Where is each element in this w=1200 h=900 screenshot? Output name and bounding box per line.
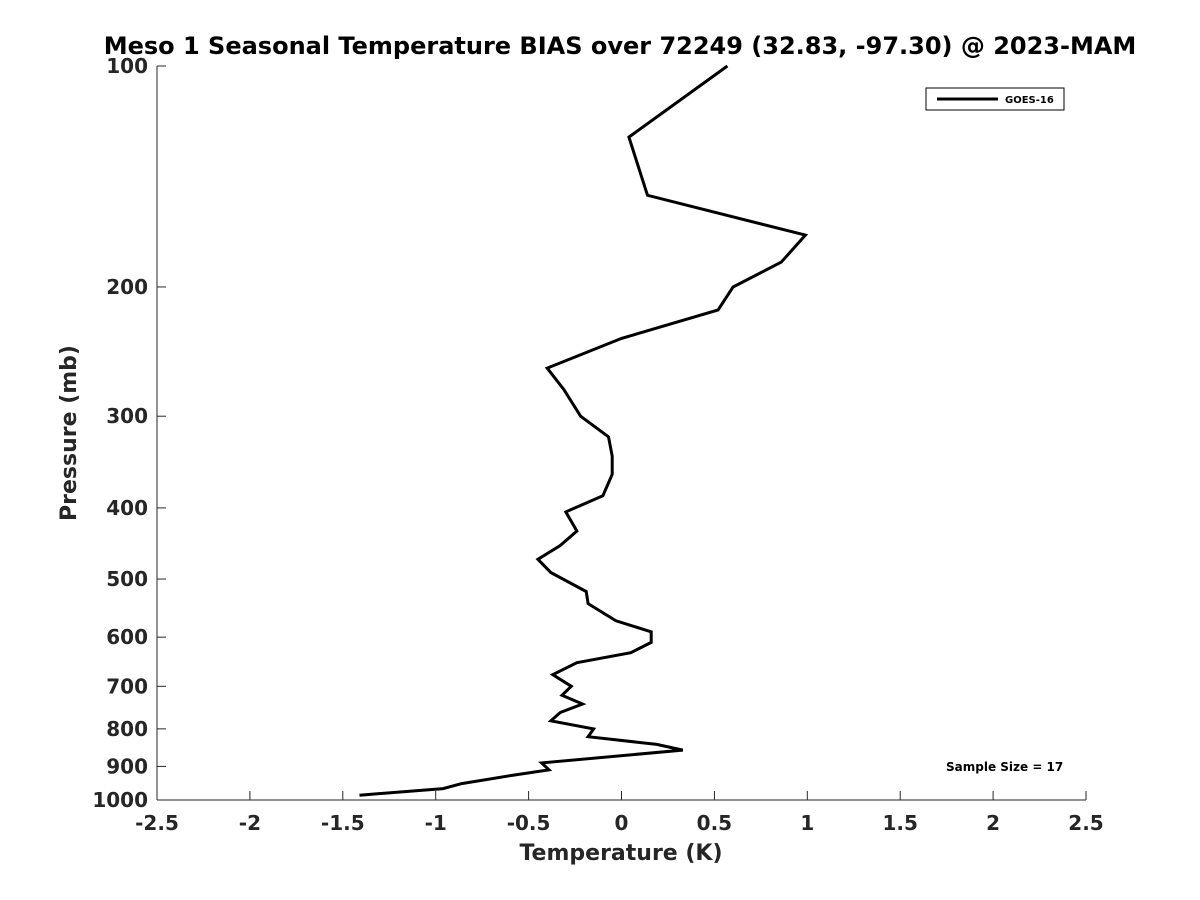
x-tick-label: -0.5 <box>507 811 551 835</box>
x-tick-label: 1.5 <box>882 811 917 835</box>
y-tick-label: 300 <box>106 404 148 428</box>
x-tick-label: -2.5 <box>135 811 179 835</box>
y-tick-label: 900 <box>106 754 148 778</box>
y-tick-label: 700 <box>106 674 148 698</box>
plot-axes <box>156 66 1086 801</box>
x-tick-label: 0.5 <box>697 811 732 835</box>
y-tick-label: 600 <box>106 625 148 649</box>
y-axis-label: Pressure (mb) <box>57 345 82 521</box>
x-tick-label: -2 <box>239 811 261 835</box>
y-tick-label: 200 <box>106 275 148 299</box>
legend: GOES-16 <box>925 87 1065 111</box>
x-tick-label: 2 <box>986 811 1000 835</box>
sample-size-annotation: Sample Size = 17 <box>946 760 1063 774</box>
x-tick-label: -1 <box>425 811 447 835</box>
x-tick-label: 2.5 <box>1068 811 1103 835</box>
y-tick-label: 800 <box>106 717 148 741</box>
y-ticks: 100 200 300 400 500 600 700 800 900 1000 <box>92 54 166 812</box>
x-ticks: -2.5 -2 -1.5 -1 -0.5 0 0.5 1 1.5 2 2.5 <box>135 791 1104 835</box>
y-tick-label: 100 <box>106 54 148 78</box>
y-tick-label: 1000 <box>92 788 148 812</box>
x-tick-label: -1.5 <box>321 811 365 835</box>
legend-entry-goes-16: GOES-16 <box>1005 95 1054 106</box>
y-tick-label: 400 <box>106 496 148 520</box>
series-lines <box>359 64 809 797</box>
chart-title: Meso 1 Seasonal Temperature BIAS over 72… <box>104 32 1137 60</box>
x-tick-label: 1 <box>800 811 814 835</box>
x-axis-label: Temperature (K) <box>519 841 722 866</box>
y-tick-label: 500 <box>106 567 148 591</box>
x-tick-label: 0 <box>615 811 629 835</box>
series-line-goes-16 <box>359 64 809 797</box>
